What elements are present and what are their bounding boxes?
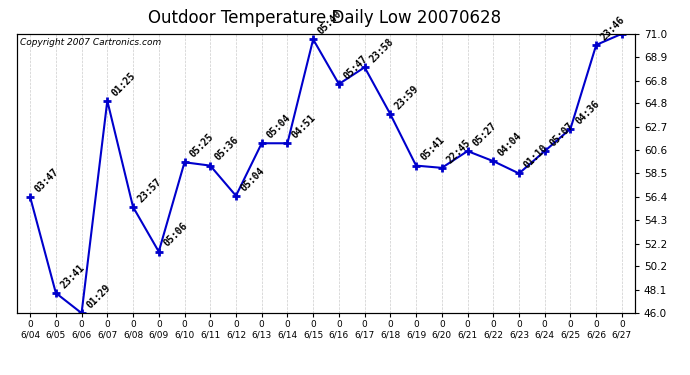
- Text: 05:41: 05:41: [419, 135, 446, 163]
- Text: 23:59: 23:59: [393, 84, 421, 111]
- Text: 23:57: 23:57: [136, 176, 164, 204]
- Text: 05:25: 05:25: [187, 132, 215, 159]
- Text: 05:06: 05:06: [161, 221, 189, 249]
- Text: 04:04: 04:04: [496, 130, 524, 158]
- Text: 04:51: 04:51: [290, 112, 318, 141]
- Text: 01:25: 01:25: [110, 70, 138, 98]
- Text: 01:29: 01:29: [84, 282, 112, 310]
- Text: 05:04: 05:04: [239, 165, 266, 193]
- Text: 01:10: 01:10: [522, 143, 550, 171]
- Text: 23:41: 23:41: [59, 262, 86, 290]
- Text: 23:58: 23:58: [367, 37, 395, 64]
- Text: 05:40: 05:40: [316, 9, 344, 36]
- Text: Outdoor Temperature Daily Low 20070628: Outdoor Temperature Daily Low 20070628: [148, 9, 501, 27]
- Text: 23:46: 23:46: [599, 14, 627, 42]
- Text: 05:36: 05:36: [213, 135, 241, 163]
- Text: Copyright 2007 Cartronics.com: Copyright 2007 Cartronics.com: [20, 38, 161, 47]
- Text: 05:47: 05:47: [342, 53, 370, 81]
- Text: 05:27: 05:27: [471, 120, 498, 148]
- Text: 03:47: 03:47: [33, 166, 61, 194]
- Text: 05:04: 05:04: [264, 112, 293, 141]
- Text: 04:36: 04:36: [573, 98, 601, 126]
- Text: 05:07: 05:07: [548, 120, 575, 148]
- Text: 22:45: 22:45: [444, 137, 473, 165]
